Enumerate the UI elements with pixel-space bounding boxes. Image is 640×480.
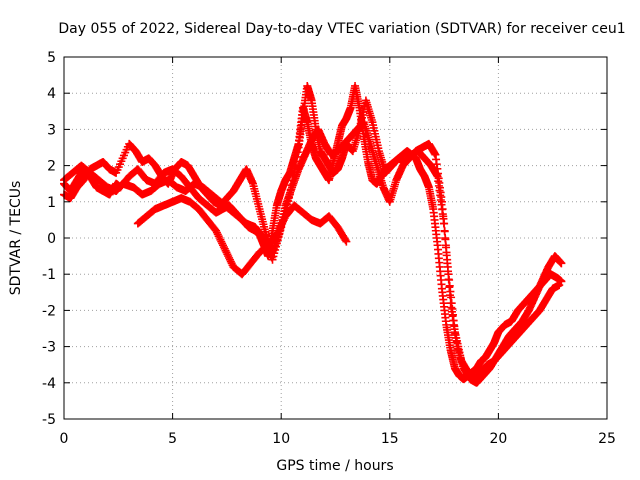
data-point-marker: [223, 250, 232, 259]
x-tick-label: 5: [168, 431, 177, 447]
y-tick-label: 3: [47, 122, 56, 138]
data-point-marker: [287, 181, 296, 190]
data-point-marker: [274, 226, 283, 235]
data-point-marker: [288, 176, 297, 185]
data-point-marker: [215, 234, 224, 242]
data-point-marker: [226, 257, 235, 266]
data-point-marker: [273, 228, 282, 237]
data-series-3: [60, 81, 566, 387]
data-point-marker: [292, 152, 301, 161]
data-point-marker: [341, 236, 350, 245]
data-point-marker: [290, 167, 299, 176]
data-point-marker: [291, 162, 300, 171]
data-point-marker: [217, 237, 226, 246]
y-tick-label: 0: [47, 231, 56, 247]
series-layer: [60, 81, 566, 387]
y-tick-label: -4: [42, 376, 56, 392]
data-point-marker: [277, 221, 286, 230]
y-tick-label: -1: [42, 267, 56, 283]
data-point-marker: [445, 283, 454, 292]
chart-title: Day 055 of 2022, Sidereal Day-to-day VTE…: [58, 21, 625, 37]
data-point-marker: [212, 228, 221, 237]
data-point-marker: [289, 171, 298, 180]
data-point-marker: [275, 224, 284, 233]
y-tick-label: 1: [47, 195, 56, 211]
data-point-marker: [272, 230, 281, 239]
data-point-marker: [440, 219, 449, 228]
data-point-marker: [225, 255, 234, 264]
y-tick-label: 2: [47, 159, 56, 175]
data-point-marker: [291, 157, 300, 166]
data-point-marker: [219, 243, 228, 252]
data-series-2: [60, 118, 564, 384]
data-point-marker: [225, 253, 234, 262]
data-point-marker: [293, 148, 302, 157]
x-tick-label: 0: [60, 431, 69, 447]
data-point-marker: [441, 235, 450, 244]
data-point-marker: [227, 259, 236, 268]
data-point-marker: [221, 246, 230, 255]
axis-ticks: 0 5 10 15 20 25 -5 -4 -3 -2 -1 0 1 2 3 4 5: [42, 50, 616, 447]
data-point-marker: [278, 219, 287, 228]
data-point-marker: [557, 259, 566, 268]
data-point-marker: [286, 185, 295, 194]
data-point-marker: [218, 239, 227, 248]
y-tick-label: -2: [42, 303, 56, 319]
data-point-marker: [444, 267, 453, 276]
data-series-4: [133, 194, 351, 279]
data-point-marker: [445, 291, 454, 300]
x-tick-label: 10: [272, 431, 290, 447]
data-point-marker: [213, 230, 222, 239]
plot-frame: [63, 56, 608, 420]
grid-lines: [64, 57, 607, 419]
data-point-marker: [220, 244, 229, 253]
data-point-marker: [444, 275, 453, 284]
data-point-marker: [276, 223, 285, 232]
data-point-marker: [440, 227, 449, 236]
data-point-marker: [278, 217, 287, 226]
data-point-marker: [218, 241, 227, 250]
data-point-marker: [285, 190, 294, 199]
data-point-marker: [214, 232, 223, 241]
data-point-marker: [442, 243, 451, 252]
data-point-marker: [342, 237, 351, 246]
y-tick-label: -3: [42, 340, 56, 356]
x-axis-label: GPS time / hours: [276, 458, 393, 474]
y-tick-label: 5: [47, 50, 56, 66]
x-tick-label: 20: [489, 431, 507, 447]
data-point-marker: [443, 259, 452, 268]
data-point-marker: [442, 251, 451, 260]
data-point-marker: [212, 226, 221, 235]
data-point-marker: [279, 215, 288, 224]
y-axis-label: SDTVAR / TECUs: [8, 181, 24, 296]
data-point-marker: [216, 235, 225, 244]
data-point-marker: [222, 248, 231, 257]
data-point-marker: [224, 252, 233, 261]
x-tick-label: 25: [598, 431, 616, 447]
y-tick-label: -5: [42, 412, 56, 428]
x-tick-label: 15: [381, 431, 399, 447]
data-point-marker: [555, 281, 564, 290]
y-tick-label: 4: [47, 86, 56, 102]
